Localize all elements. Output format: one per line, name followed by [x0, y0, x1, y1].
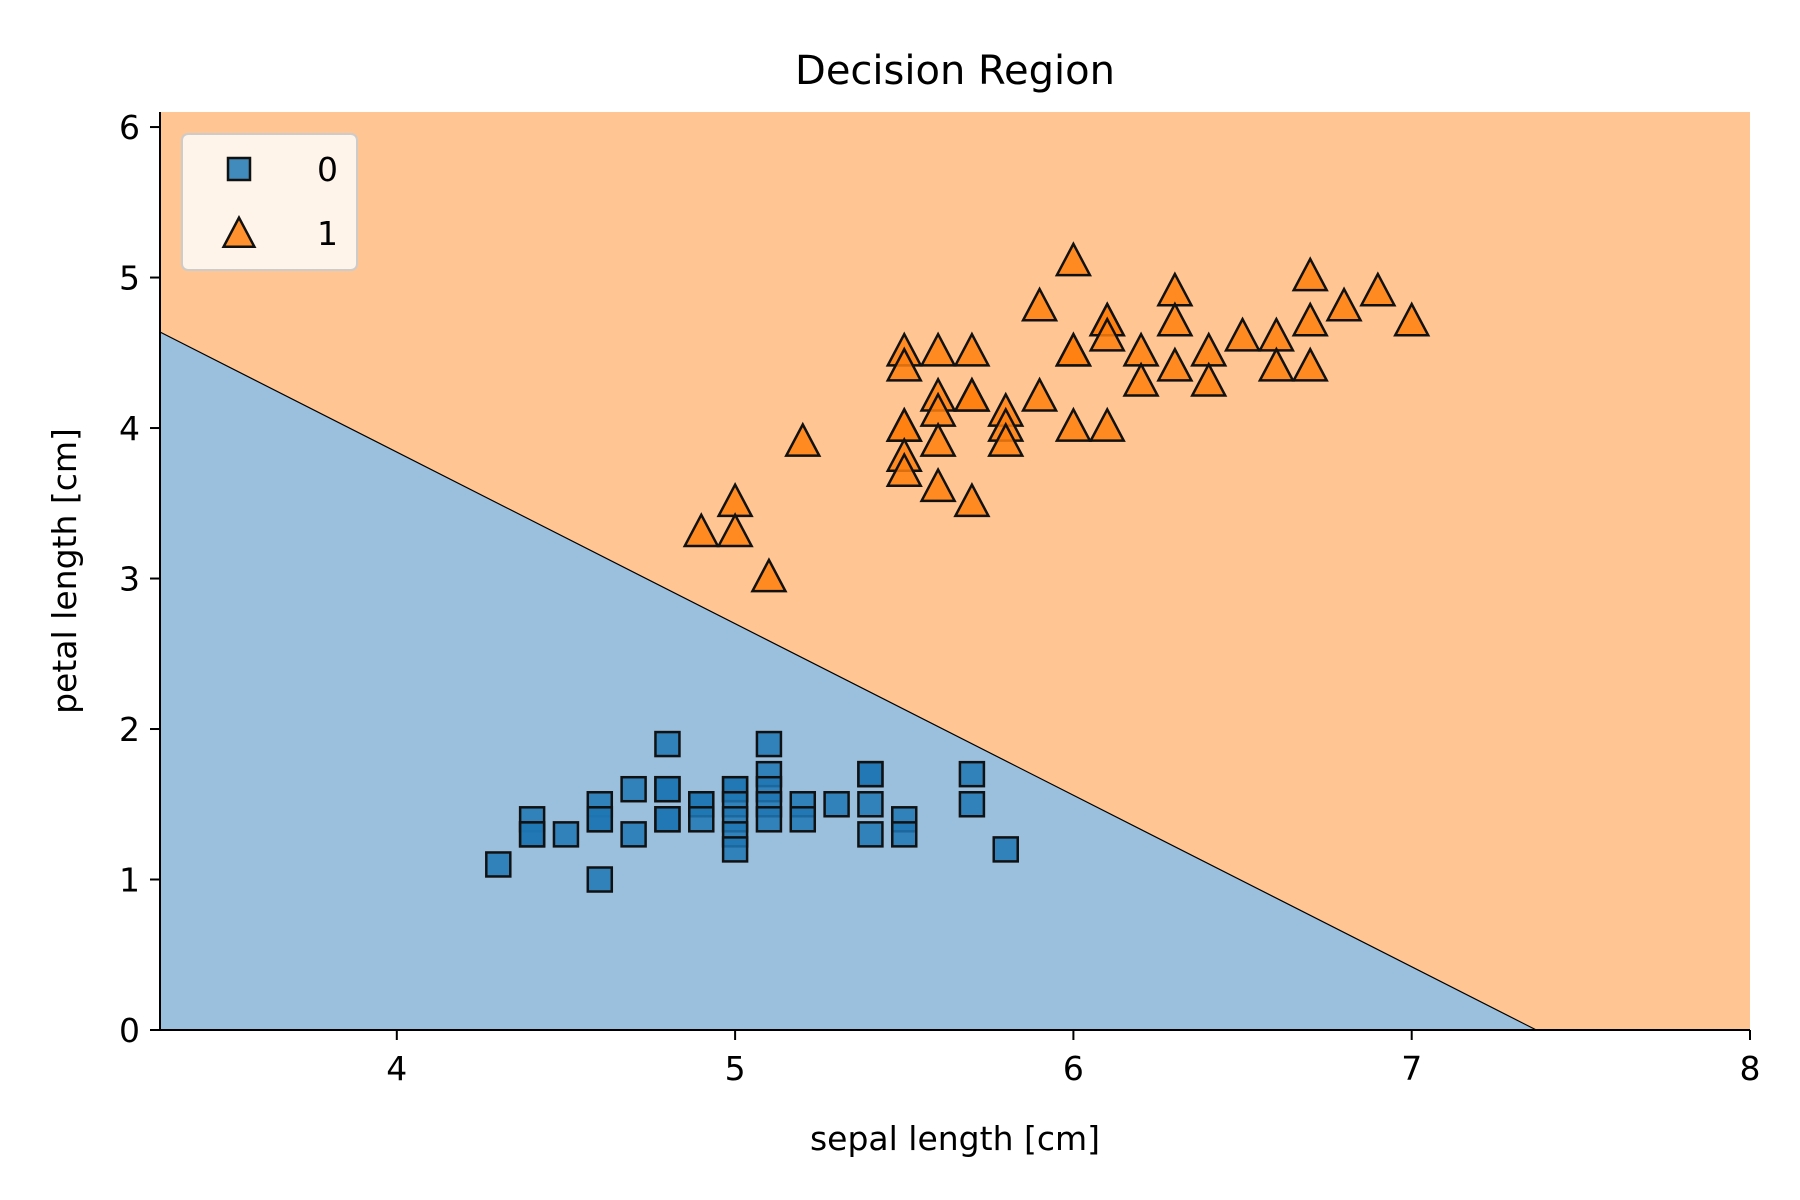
y-tick-label-1: 1 — [119, 861, 140, 900]
decision-boundary-line — [159, 331, 1537, 1031]
point-class-1-48 — [1393, 301, 1431, 337]
x-tick-label-8: 8 — [1740, 1049, 1761, 1088]
point-class-1-22 — [987, 421, 1025, 457]
point-class-0-38 — [891, 821, 918, 848]
point-class-1-18 — [953, 376, 991, 412]
point-class-1-46 — [1325, 286, 1363, 322]
point-class-0-36 — [857, 821, 884, 848]
point-class-1-47 — [1359, 271, 1397, 307]
point-class-1-0 — [682, 512, 720, 548]
point-class-0-34 — [857, 760, 884, 788]
plot-area — [159, 112, 1750, 1031]
legend-marker-class-1 — [221, 214, 257, 249]
x-tick-label-4: 4 — [386, 1049, 407, 1088]
x-tick-label-5: 5 — [725, 1049, 746, 1088]
x-axis-label: sepal length [cm] — [810, 1119, 1100, 1158]
point-class-0-9 — [620, 775, 647, 803]
point-class-0-29 — [755, 806, 783, 833]
chart-title: Decision Region — [795, 48, 1115, 94]
point-class-0-24 — [721, 836, 749, 863]
point-class-1-6 — [885, 346, 923, 382]
legend-label-class-1: 1 — [317, 214, 338, 253]
point-class-0-3 — [518, 821, 546, 848]
point-class-1-31 — [1088, 316, 1126, 352]
point-class-1-19 — [953, 482, 991, 518]
point-class-0-31 — [789, 806, 817, 833]
point-class-1-16 — [953, 331, 991, 367]
point-class-0-40 — [958, 791, 986, 818]
point-class-1-34 — [1122, 361, 1160, 397]
x-tick-label-7: 7 — [1401, 1049, 1422, 1088]
point-class-1-28 — [1054, 406, 1092, 442]
point-class-0-18 — [688, 806, 715, 833]
point-class-0-11 — [654, 730, 681, 758]
point-class-0-35 — [857, 791, 884, 818]
x-tick-label-6: 6 — [1063, 1049, 1084, 1088]
point-class-1-45 — [1291, 346, 1329, 382]
point-class-0-32 — [823, 791, 850, 818]
point-class-1-32 — [1088, 406, 1126, 442]
data-points — [485, 241, 1431, 893]
y-tick-label-3: 3 — [119, 560, 140, 599]
legend-box — [181, 133, 358, 271]
point-class-1-43 — [1291, 256, 1329, 292]
point-class-1-4 — [784, 421, 822, 457]
legend: 0 1 — [181, 133, 358, 271]
point-class-1-42 — [1257, 346, 1295, 382]
point-class-0-13 — [654, 775, 681, 803]
point-class-0-8 — [586, 866, 614, 893]
point-class-0-7 — [586, 806, 614, 833]
point-class-0-0 — [485, 851, 512, 878]
point-class-1-39 — [1190, 361, 1228, 397]
point-class-1-37 — [1156, 346, 1194, 382]
point-class-0-25 — [755, 730, 783, 758]
axes: 4 5 6 7 8 0 1 2 3 4 5 6 — [119, 108, 1761, 1088]
point-class-1-25 — [1054, 241, 1092, 277]
point-class-0-15 — [654, 806, 681, 833]
point-class-1-40 — [1223, 316, 1262, 352]
legend-label-class-0: 0 — [317, 150, 338, 189]
point-class-1-14 — [919, 421, 957, 457]
y-tick-label-5: 5 — [119, 259, 140, 298]
point-class-1-10 — [885, 451, 923, 488]
point-class-0-41 — [992, 836, 1019, 863]
y-axis-ticks: 0 1 2 3 4 5 6 — [119, 108, 160, 1050]
point-class-0-4 — [552, 821, 580, 848]
x-axis-ticks: 4 5 6 7 8 — [386, 1030, 1761, 1088]
y-tick-label-2: 2 — [119, 710, 140, 749]
point-class-1-2 — [716, 512, 754, 548]
point-class-0-10 — [620, 821, 647, 848]
y-tick-label-4: 4 — [119, 409, 140, 448]
point-class-1-24 — [1020, 376, 1059, 412]
legend-marker-class-0 — [226, 156, 252, 182]
point-class-1-44 — [1291, 301, 1329, 337]
point-class-1-36 — [1156, 301, 1194, 337]
point-class-1-3 — [750, 557, 788, 593]
y-tick-label-0: 0 — [119, 1011, 140, 1050]
point-class-1-15 — [919, 466, 957, 503]
point-class-0-39 — [958, 760, 986, 788]
y-axis-label: petal length [cm] — [45, 428, 84, 714]
point-class-1-11 — [919, 331, 957, 367]
point-class-1-27 — [1054, 331, 1092, 367]
point-class-1-23 — [1020, 286, 1059, 322]
y-tick-label-6: 6 — [119, 108, 140, 147]
